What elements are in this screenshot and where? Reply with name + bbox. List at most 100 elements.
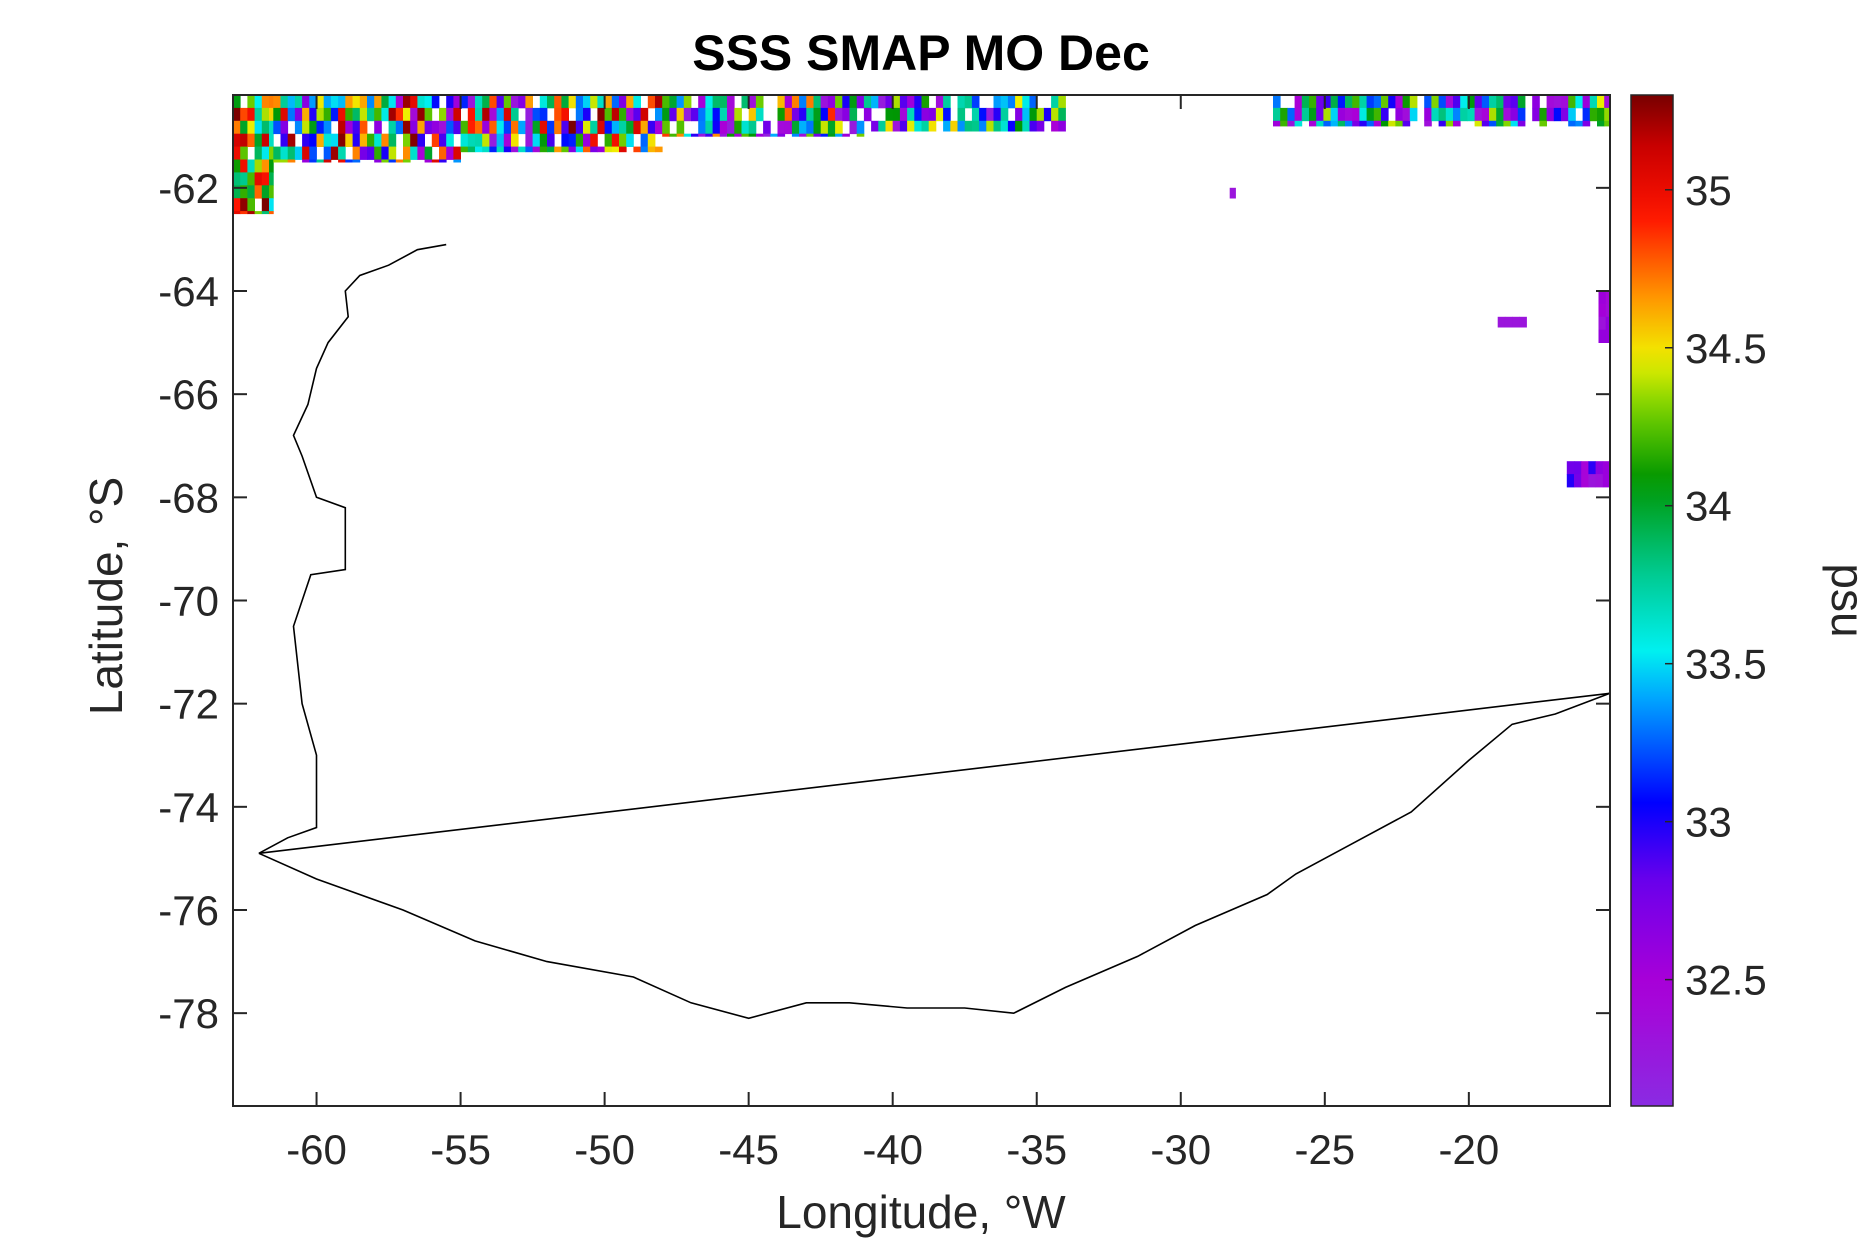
sss-pixel — [1015, 107, 1023, 122]
colorbar-tick-label: 35 — [1685, 167, 1732, 214]
sss-pixel — [482, 120, 490, 135]
sss-pixel — [590, 133, 598, 147]
sss-pixel — [741, 120, 750, 135]
sss-pixel — [568, 120, 577, 135]
sss-pixel — [633, 107, 641, 122]
sss-pixel — [1467, 107, 1475, 122]
sss-pixel — [261, 107, 270, 122]
sss-pixel — [1474, 120, 1483, 127]
sss-pixel — [302, 146, 310, 160]
sss-pixel — [431, 120, 440, 135]
sss-pixel — [979, 120, 987, 132]
y-tick-label: -74 — [158, 784, 219, 831]
sss-pixel — [626, 120, 634, 135]
sss-pixel — [453, 107, 461, 122]
colorbar-tick-label: 34.5 — [1685, 325, 1767, 372]
sss-pixel — [957, 107, 966, 122]
sss-pixel — [1598, 303, 1607, 318]
sss-pixel — [561, 146, 569, 153]
sss-pixel — [1036, 107, 1045, 122]
sss-pixel — [611, 146, 620, 153]
sss-pixel — [727, 133, 735, 137]
sss-pixel — [1323, 95, 1331, 109]
colorbar-tick-label: 32.5 — [1685, 957, 1767, 1004]
sss-pixel — [1352, 107, 1360, 122]
sss-pixel — [885, 107, 894, 122]
sss-pixel — [269, 120, 274, 135]
sss-pixel — [1546, 107, 1555, 122]
colorbar-tick-label: 33 — [1685, 799, 1732, 846]
sss-pixel — [482, 146, 490, 153]
sss-pixel — [489, 95, 497, 109]
sss-pixel — [842, 107, 850, 122]
sss-pixel — [554, 120, 562, 135]
sss-pixel — [892, 120, 901, 132]
sss-pixel — [446, 133, 454, 147]
sss-pixel — [1409, 107, 1418, 122]
sss-pixel — [417, 120, 425, 135]
sss-pixel — [748, 107, 757, 122]
sss-pixel — [1517, 120, 1526, 127]
sss-pixel — [287, 133, 296, 147]
sss-pixel — [439, 107, 447, 122]
sss-pixel — [1395, 95, 1403, 109]
sss-pixel — [1575, 95, 1583, 109]
sss-pixel — [885, 95, 894, 109]
sss-pixel — [827, 120, 836, 135]
y-axis-ticks: -62 -64 -66 -68 -70 -72 -74 -76 -78 — [158, 165, 1610, 1037]
sss-pixel — [482, 95, 490, 109]
sss-pixel — [633, 120, 641, 135]
sss-pixel — [280, 120, 289, 135]
sss-pixel — [676, 107, 685, 122]
sss-pixel — [496, 95, 505, 109]
sss-pixel — [338, 133, 346, 147]
sss-pixel — [233, 120, 241, 135]
colorbar-ticks: 32.5 33 33.5 34 34.5 35 — [1665, 167, 1767, 1004]
sss-pixel — [1566, 474, 1575, 488]
sss-pixel — [374, 159, 382, 163]
sss-pixel — [233, 95, 241, 109]
y-tick-label: -78 — [158, 990, 219, 1037]
sss-pixel — [1043, 107, 1052, 122]
sss-pixel — [1503, 120, 1511, 127]
sss-pixel — [734, 120, 742, 135]
sss-pixel — [1605, 291, 1611, 305]
sss-pixel — [460, 95, 469, 109]
sss-pixel — [475, 146, 483, 153]
y-tick-label: -66 — [158, 371, 219, 418]
sss-pixel — [575, 133, 584, 147]
sss-pixel — [539, 120, 548, 135]
sss-pixel — [1309, 95, 1317, 109]
sss-pixel — [590, 146, 598, 153]
sss-pixel — [1561, 107, 1569, 122]
sss-pixel — [863, 95, 872, 109]
sss-pixel — [1330, 107, 1339, 122]
sss-pixel — [1431, 107, 1439, 122]
sss-pixel — [280, 107, 289, 122]
sss-pixel — [323, 159, 332, 163]
sss-pixel — [1022, 107, 1030, 122]
sss-pixel — [698, 120, 706, 135]
sss-pixel — [503, 107, 512, 122]
sss-pixel — [1595, 474, 1604, 488]
sss-pixel — [316, 107, 325, 122]
sss-pixel — [547, 133, 555, 147]
coastline — [258, 243, 1611, 1020]
sss-pixel — [1553, 107, 1562, 122]
sss-pixel — [784, 120, 793, 135]
x-tick-label: -30 — [1150, 1126, 1211, 1173]
sss-pixel — [240, 172, 248, 186]
sss-pixel — [233, 159, 241, 173]
sss-pixel — [309, 107, 317, 122]
sss-pixel — [849, 95, 858, 109]
sss-pixel — [489, 107, 497, 122]
sss-pixel — [1051, 120, 1059, 132]
sss-pixel — [813, 120, 822, 135]
x-tick-label: -50 — [574, 1126, 635, 1173]
sss-pixel — [302, 133, 310, 147]
sss-pixel — [1598, 329, 1607, 343]
sss-pixel — [842, 95, 850, 109]
sss-pixel — [604, 95, 613, 109]
sss-pixel — [583, 107, 591, 122]
sss-pixel — [568, 95, 577, 109]
